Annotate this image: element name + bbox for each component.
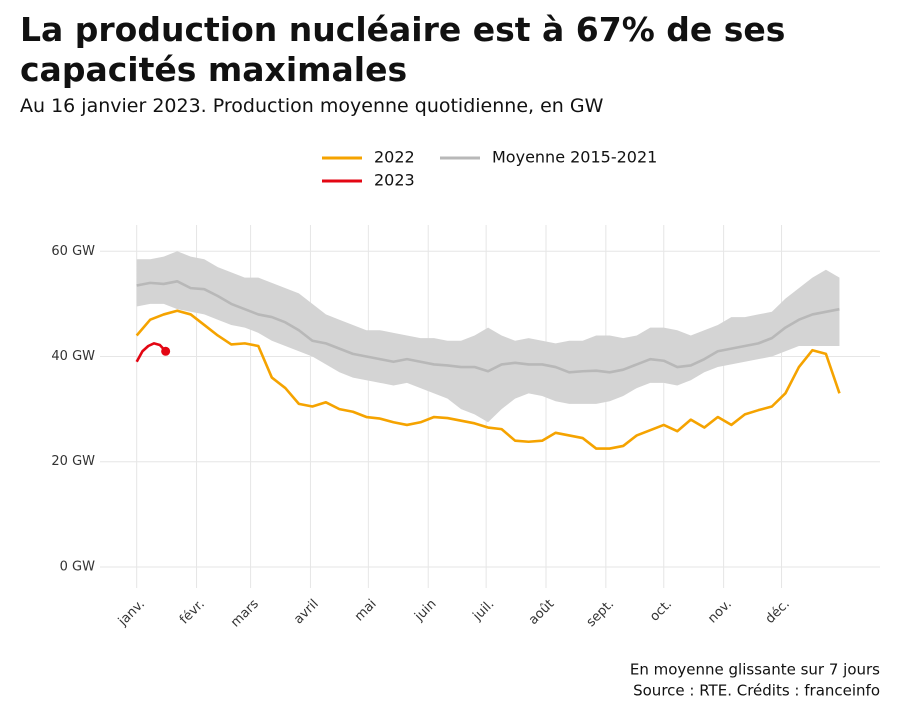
line-0 [135, 309, 841, 450]
x-tick-label: août [526, 597, 557, 628]
source: Source : RTE. Crédits : franceinfo [633, 682, 880, 700]
x-tick-label: oct. [647, 597, 675, 625]
y-tick-label: 20 GW [51, 454, 95, 469]
x-tick-label: mai [352, 597, 380, 625]
legend-label: Moyenne 2015-2021 [492, 148, 657, 167]
x-tick-label: mars [228, 597, 262, 631]
x-tick-label: nov. [705, 597, 735, 627]
x-tick-label: avril [291, 597, 322, 628]
x-tick-label: juil. [470, 597, 498, 625]
x-tick-label: sept. [584, 597, 617, 630]
line-1 [135, 342, 167, 363]
end-dot [161, 346, 171, 356]
note: En moyenne glissante sur 7 jours [630, 661, 880, 679]
legend: 2022 2023 Moyenne 2015-2021 [322, 148, 657, 190]
chart-subtitle: Au 16 janvier 2023. Production moyenne q… [20, 95, 604, 117]
chart-title: La production nucléaire est à 67% de ses… [20, 10, 786, 89]
line-2 [136, 279, 840, 374]
y-tick-label: 40 GW [51, 349, 95, 364]
x-tick-label: févr. [177, 597, 208, 628]
legend-label: 2022 [374, 148, 415, 167]
x-tick-label: juin [411, 597, 439, 625]
x-tick-label: déc. [763, 597, 793, 627]
y-tick-label: 60 GW [51, 244, 95, 259]
x-tick-label: janv. [115, 597, 148, 630]
legend-label: 2023 [374, 171, 415, 190]
y-tick-label: 0 GW [60, 559, 95, 574]
range-band [136, 251, 840, 423]
